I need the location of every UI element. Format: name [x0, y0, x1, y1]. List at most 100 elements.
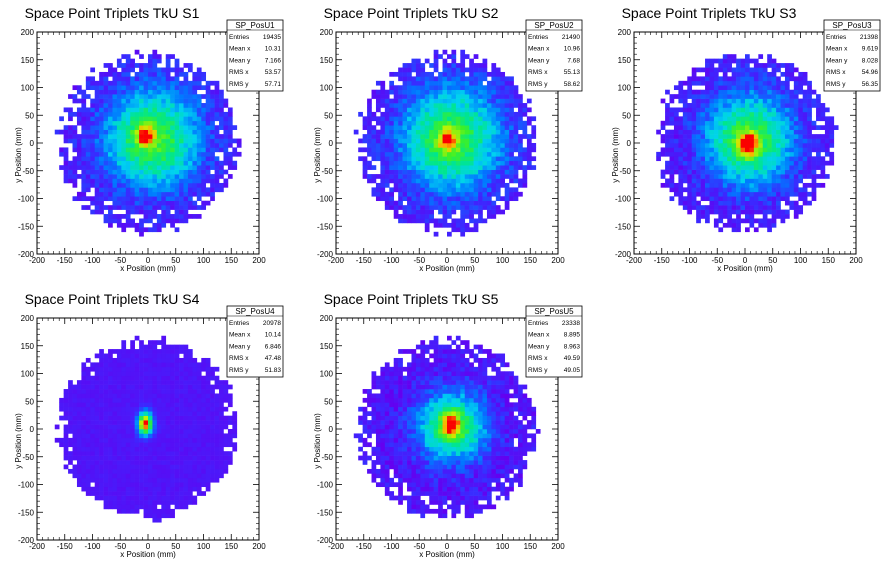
heatmap-bin — [139, 67, 144, 73]
heatmap-bin — [156, 67, 162, 73]
heatmap-bin — [174, 411, 180, 416]
heatmap-bin — [767, 178, 772, 184]
heatmap-bin — [139, 103, 144, 108]
heatmap-bin — [170, 455, 175, 461]
heatmap-bin — [108, 384, 113, 390]
heatmap-bin — [491, 71, 497, 77]
heatmap-bin — [669, 169, 675, 175]
heatmap-bin — [464, 174, 470, 179]
heatmap-bin — [134, 205, 140, 210]
heatmap-bin — [722, 98, 728, 104]
heatmap-bin — [745, 156, 750, 162]
heatmap-bin — [660, 182, 666, 188]
heatmap-bin — [161, 380, 167, 385]
heatmap-bin — [90, 67, 96, 73]
heatmap-bin — [758, 160, 764, 166]
heatmap-bin — [478, 156, 483, 162]
heatmap-bin — [152, 357, 158, 363]
heatmap-bin — [152, 222, 158, 228]
heatmap-bin — [121, 143, 127, 148]
heatmap-bin — [491, 200, 497, 206]
heatmap-bin — [90, 380, 96, 385]
heatmap-bin — [407, 138, 412, 144]
heatmap-bin — [161, 160, 167, 166]
heatmap-bin — [718, 169, 724, 175]
heatmap-bin — [678, 138, 684, 144]
heatmap-bin — [433, 138, 439, 144]
heatmap-bin — [72, 182, 78, 188]
heatmap-bin — [121, 129, 127, 135]
heatmap-bin — [415, 125, 421, 130]
heatmap-bin — [201, 169, 207, 175]
heatmap-bin — [90, 477, 96, 483]
stats-row-value: 7.166 — [265, 57, 282, 64]
heatmap-bin — [780, 116, 786, 122]
heatmap-bin — [130, 125, 135, 130]
heatmap-bin — [94, 442, 100, 448]
heatmap-bin — [518, 98, 523, 104]
heatmap-bin — [192, 116, 198, 122]
heatmap-bin — [433, 169, 439, 175]
heatmap-bin — [148, 344, 153, 350]
heatmap-bin — [380, 85, 386, 91]
heatmap-bin — [183, 182, 189, 188]
heatmap-bin — [156, 353, 162, 359]
heatmap-bin — [210, 103, 215, 108]
heatmap-bin — [420, 107, 426, 113]
heatmap-bin — [165, 205, 171, 210]
heatmap-bin — [433, 63, 439, 68]
heatmap-bin — [170, 437, 175, 443]
heatmap-bin — [174, 134, 180, 139]
heatmap-bin — [99, 429, 104, 434]
heatmap-bin — [99, 182, 104, 188]
heatmap-bin — [116, 473, 122, 479]
heatmap-bin — [85, 196, 91, 202]
heatmap-bin — [108, 156, 113, 162]
heatmap-bin — [495, 116, 501, 122]
heatmap-bin — [402, 94, 408, 99]
heatmap-bin — [170, 460, 175, 465]
heatmap-bin — [656, 129, 661, 135]
heatmap-bin — [139, 433, 144, 439]
heatmap-bin — [174, 67, 180, 73]
heatmap-bin — [59, 147, 64, 153]
heatmap-bin — [214, 94, 220, 99]
heatmap-bin — [705, 134, 710, 139]
heatmap-bin — [90, 486, 96, 492]
heatmap-bin — [103, 464, 109, 470]
heatmap-bin — [85, 156, 91, 162]
heatmap-bin — [455, 227, 461, 233]
heatmap-bin — [116, 71, 122, 77]
heatmap-bin — [90, 129, 96, 135]
heatmap-bin — [767, 71, 772, 77]
heatmap-bin — [393, 107, 399, 113]
heatmap-bin — [389, 103, 395, 108]
heatmap-bin — [736, 165, 741, 170]
heatmap-bin — [415, 111, 421, 117]
heatmap-bin — [358, 111, 363, 117]
heatmap-bin — [393, 160, 399, 166]
heatmap-bin — [219, 98, 224, 104]
heatmap-bin — [811, 178, 817, 184]
heatmap-bin — [90, 107, 96, 113]
heatmap-bin — [196, 214, 202, 219]
heatmap-bin — [424, 160, 430, 166]
heatmap-bin — [411, 134, 417, 139]
heatmap-bin — [148, 196, 153, 202]
heatmap-bin — [152, 196, 158, 202]
heatmap-bin — [143, 486, 149, 492]
heatmap-bin — [798, 209, 804, 215]
heatmap-bin — [134, 222, 140, 228]
heatmap-bin — [90, 491, 96, 496]
heatmap-bin — [727, 63, 732, 68]
heatmap-bin — [68, 125, 73, 130]
heatmap-bin — [375, 120, 381, 126]
heatmap-bin — [784, 76, 790, 82]
heatmap-bin — [161, 89, 167, 95]
heatmap-bin — [161, 375, 167, 381]
heatmap-bin — [94, 89, 100, 95]
heatmap-bin — [500, 80, 506, 86]
heatmap-bin — [81, 437, 87, 443]
heatmap-bin — [121, 429, 127, 434]
heatmap-bin — [469, 196, 474, 202]
